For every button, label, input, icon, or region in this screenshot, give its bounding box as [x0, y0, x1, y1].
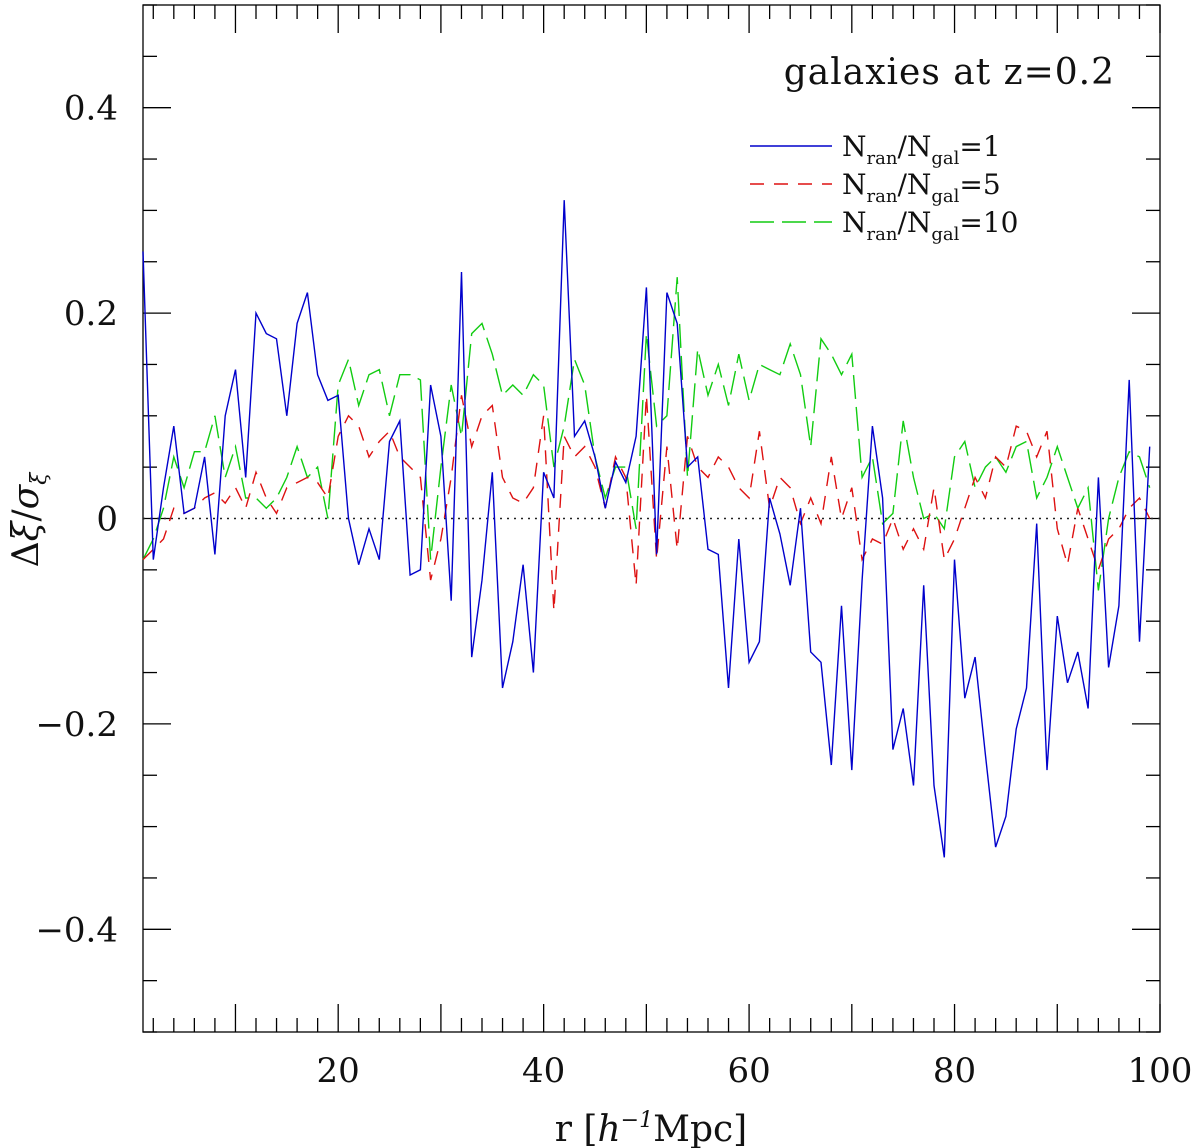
y-axis-title-delta: Δ: [6, 541, 47, 567]
legend-label-part: ran: [867, 148, 898, 169]
legend-label-part: /N: [897, 206, 931, 239]
x-axis-title-exponent: −1: [621, 1108, 653, 1133]
x-axis-title: r [h−1Mpc]: [555, 1108, 747, 1148]
x-tick-label: 40: [522, 1051, 565, 1091]
series-line: [142, 277, 1151, 591]
legend-label-part: N: [842, 130, 867, 163]
chart-annotation: galaxies at z=0.2: [784, 52, 1115, 93]
x-tick-label: 20: [317, 1051, 360, 1091]
axis-ticks: [143, 4, 1161, 1033]
x-axis-title-unit: Mpc]: [653, 1109, 747, 1148]
legend-label-part: /N: [897, 130, 931, 163]
legend-label-part: gal: [931, 224, 959, 245]
y-tick-label: −0.4: [35, 910, 118, 950]
x-axis-title-prefix: r [: [555, 1109, 598, 1148]
legend-label-part: N: [842, 168, 867, 201]
series-layer: [142, 200, 1151, 858]
x-tick-label: 100: [1128, 1051, 1193, 1091]
legend-label-part: gal: [931, 186, 959, 207]
y-tick-label: 0.2: [64, 294, 118, 334]
legend-label: Nran/Ngal=5: [842, 168, 1001, 207]
y-tick-label: 0.4: [64, 89, 118, 129]
legend-label: Nran/Ngal=10: [842, 206, 1018, 245]
legend-label-part: ran: [867, 224, 898, 245]
legend-label-part: =1: [959, 130, 1000, 163]
legend-label-part: gal: [931, 148, 959, 169]
x-tick-label: 60: [727, 1051, 770, 1091]
tick-labels: 20 40 60 80 100 −0.4 −0.2 0 0.2 0.4: [35, 89, 1192, 1091]
legend-label-part: N: [842, 206, 867, 239]
series-line: [142, 395, 1151, 611]
legend-label-part: /N: [897, 168, 931, 201]
x-tick-label: 80: [933, 1051, 976, 1091]
y-axis-title-sigma: σ: [6, 483, 47, 509]
y-tick-label: 0: [96, 500, 118, 540]
legend-label-part: =10: [959, 206, 1018, 239]
y-axis-title-xi: ξ: [6, 519, 47, 541]
x-axis-title-h: h: [597, 1109, 620, 1148]
legend-label-part: ran: [867, 186, 898, 207]
legend-label-part: =5: [959, 168, 1000, 201]
y-tick-label: −0.2: [35, 705, 118, 745]
plot-frame: [142, 4, 1161, 1033]
y-axis-title: Δξ/σξ: [6, 471, 52, 568]
legend-label: Nran/Ngal=1: [842, 130, 1001, 169]
y-axis-title-sub: ξ: [27, 471, 52, 485]
y-axis-title-slash: /: [6, 509, 47, 522]
series-line: [142, 200, 1151, 858]
